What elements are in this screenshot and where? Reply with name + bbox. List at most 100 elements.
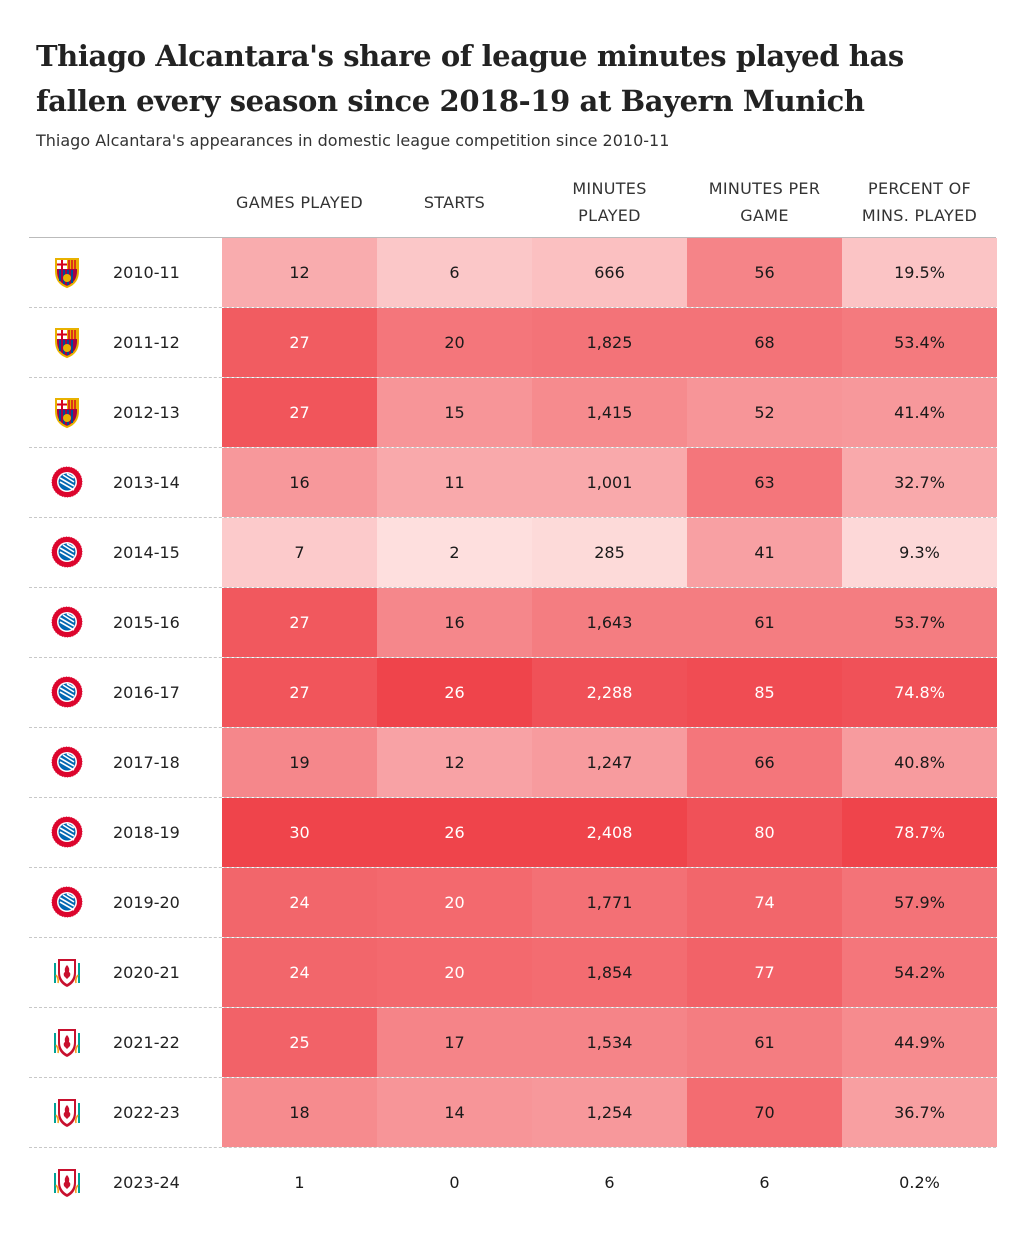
heatmap-cell-minutes-per-game: 61	[687, 1008, 842, 1077]
column-header-percent: PERCENT OF MINS. PLAYED	[861, 179, 978, 225]
heatmap-cell-games: 7	[222, 518, 377, 587]
season-label: 2011-12	[113, 333, 180, 352]
heatmap-cell-games: 24	[222, 938, 377, 1007]
heatmap-cell-starts: 20	[377, 938, 532, 1007]
season-label: 2013-14	[113, 473, 180, 492]
season-label: 2018-19	[113, 823, 180, 842]
heatmap-cell-games: 27	[222, 378, 377, 447]
heatmap-cell-starts: 17	[377, 1008, 532, 1077]
heatmap-cell-starts: 2	[377, 518, 532, 587]
heatmap-cell-minutes-per-game: 61	[687, 588, 842, 657]
season-label: 2023-24	[113, 1173, 180, 1192]
bayern-crest-icon	[50, 605, 84, 639]
heatmap-cell-minutes-per-game: 85	[687, 658, 842, 727]
table-row: 2022-23 18 14 1,254 70 36.7%	[29, 1078, 997, 1148]
heatmap-cell-minutes: 2,408	[532, 798, 687, 867]
heatmap-cell-minutes-per-game: 70	[687, 1078, 842, 1147]
heatmap-cell-percent: 44.9%	[842, 1008, 997, 1077]
heatmap-cell-minutes: 1,001	[532, 448, 687, 517]
heatmap-cell-starts: 20	[377, 308, 532, 377]
heatmap-cell-games: 12	[222, 238, 377, 307]
table-row: 2021-22 25 17 1,534 61 44.9%	[29, 1008, 997, 1078]
bayern-crest-icon	[50, 465, 84, 499]
season-label: 2012-13	[113, 403, 180, 422]
bayern-crest-icon	[50, 815, 84, 849]
chart-title: Thiago Alcantara's share of league minut…	[36, 39, 904, 118]
heatmap-cell-games: 27	[222, 658, 377, 727]
bayern-crest-icon	[50, 535, 84, 569]
heatmap-cell-starts: 11	[377, 448, 532, 517]
table-row: 2020-21 24 20 1,854 77 54.2%	[29, 938, 997, 1008]
liverpool-crest-icon	[50, 1165, 84, 1199]
heatmap-cell-games: 27	[222, 308, 377, 377]
heatmap-cell-starts: 14	[377, 1078, 532, 1147]
column-header-starts: STARTS	[423, 192, 486, 212]
table-row: 2011-12 27 20 1,825 68 53.4%	[29, 308, 997, 378]
season-label: 2019-20	[113, 893, 180, 912]
heatmap-cell-starts: 26	[377, 658, 532, 727]
season-label: 2010-11	[113, 263, 180, 282]
heatmap-cell-games: 25	[222, 1008, 377, 1077]
table-row: 2016-17 27 26 2,288 85 74.8%	[29, 658, 997, 728]
bayern-crest-icon	[50, 745, 84, 779]
heatmap-cell-percent: 32.7%	[842, 448, 997, 517]
season-label: 2021-22	[113, 1033, 180, 1052]
bayern-crest-icon	[50, 675, 84, 709]
table-row: 2017-18 19 12 1,247 66 40.8%	[29, 728, 997, 798]
heatmap-cell-minutes: 666	[532, 238, 687, 307]
heatmap-cell-percent: 0.2%	[899, 1173, 940, 1192]
heatmap-cell-minutes: 1,534	[532, 1008, 687, 1077]
heatmap-cell-games: 24	[222, 868, 377, 937]
heatmap-cell-minutes-per-game: 77	[687, 938, 842, 1007]
heatmap-cell-starts: 15	[377, 378, 532, 447]
liverpool-crest-icon	[50, 1095, 84, 1129]
heatmap-cell-percent: 36.7%	[842, 1078, 997, 1147]
heatmap-cell-minutes: 285	[532, 518, 687, 587]
heatmap-cell-games: 19	[222, 728, 377, 797]
heatmap-cell-minutes: 1,771	[532, 868, 687, 937]
heatmap-cell-minutes-per-game: 6	[759, 1173, 770, 1192]
column-header-minutes-per-game: MINUTES PER GAME	[708, 179, 821, 225]
heatmap-cell-minutes-per-game: 68	[687, 308, 842, 377]
table-row: 2018-19 30 26 2,408 80 78.7%	[29, 798, 997, 868]
heatmap-cell-starts: 16	[377, 588, 532, 657]
heatmap-cell-minutes-per-game: 41	[687, 518, 842, 587]
chart-subtitle: Thiago Alcantara's appearances in domest…	[36, 131, 670, 150]
column-header-games: GAMES PLAYED	[236, 192, 363, 212]
heatmap-cell-minutes-per-game: 80	[687, 798, 842, 867]
season-label: 2015-16	[113, 613, 180, 632]
heatmap-cell-games: 30	[222, 798, 377, 867]
bayern-crest-icon	[50, 885, 84, 919]
season-label: 2016-17	[113, 683, 180, 702]
heatmap-cell-percent: 74.8%	[842, 658, 997, 727]
heatmap-cell-percent: 53.7%	[842, 588, 997, 657]
heatmap-cell-minutes-per-game: 63	[687, 448, 842, 517]
table-row: 2013-14 16 11 1,001 63 32.7%	[29, 448, 997, 518]
heatmap-cell-minutes: 6	[604, 1173, 615, 1192]
table-row: 2014-15 7 2 285 41 9.3%	[29, 518, 997, 588]
heatmap-cell-minutes-per-game: 66	[687, 728, 842, 797]
heatmap-cell-starts: 6	[377, 238, 532, 307]
heatmap-cell-minutes: 1,254	[532, 1078, 687, 1147]
heatmap-cell-minutes: 1,643	[532, 588, 687, 657]
heatmap-cell-percent: 19.5%	[842, 238, 997, 307]
heatmap-cell-starts: 26	[377, 798, 532, 867]
liverpool-crest-icon	[50, 1025, 84, 1059]
heatmap-cell-games: 18	[222, 1078, 377, 1147]
season-label: 2017-18	[113, 753, 180, 772]
heatmap-cell-percent: 54.2%	[842, 938, 997, 1007]
heatmap-cell-percent: 40.8%	[842, 728, 997, 797]
heatmap-cell-minutes-per-game: 74	[687, 868, 842, 937]
table-row: 2023-24 1 0 6 6 0.2%	[29, 1148, 996, 1217]
heatmap-cell-minutes: 1,854	[532, 938, 687, 1007]
heatmap-cell-games: 16	[222, 448, 377, 517]
heatmap-cell-minutes: 1,415	[532, 378, 687, 447]
season-label: 2020-21	[113, 963, 180, 982]
heatmap-cell-percent: 78.7%	[842, 798, 997, 867]
table-header: GAMES PLAYED STARTS MINUTES PLAYED MINUT…	[0, 166, 1024, 238]
barcelona-crest-icon	[50, 325, 84, 359]
heatmap-cell-starts: 12	[377, 728, 532, 797]
heatmap-cell-minutes: 1,825	[532, 308, 687, 377]
barcelona-crest-icon	[50, 395, 84, 429]
